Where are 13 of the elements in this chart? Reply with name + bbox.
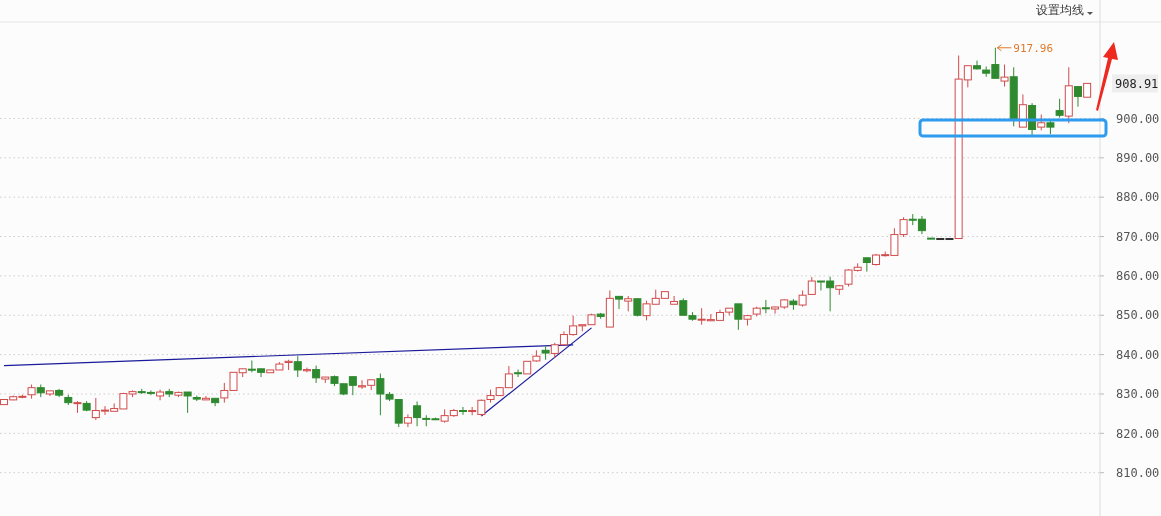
y-tick-label: 850.00 (1116, 308, 1160, 323)
y-tick-label: 900.00 (1116, 111, 1160, 126)
y-tick-label: 870.00 (1116, 229, 1160, 244)
annotation: 917.96 (1013, 41, 1054, 55)
y-tick-label: 810.00 (1116, 465, 1160, 480)
y-tick-label: 820.00 (1116, 426, 1160, 441)
text: 908.91 (1115, 76, 1159, 91)
text: 设置均线 (1036, 3, 1084, 17)
y-tick-label: 830.00 (1116, 387, 1160, 402)
y-tick-label: 860.00 (1116, 269, 1160, 284)
y-tick-label: 880.00 (1116, 190, 1160, 205)
y-tick-label: 840.00 (1116, 347, 1160, 362)
y-tick-label: 890.00 (1116, 151, 1160, 166)
